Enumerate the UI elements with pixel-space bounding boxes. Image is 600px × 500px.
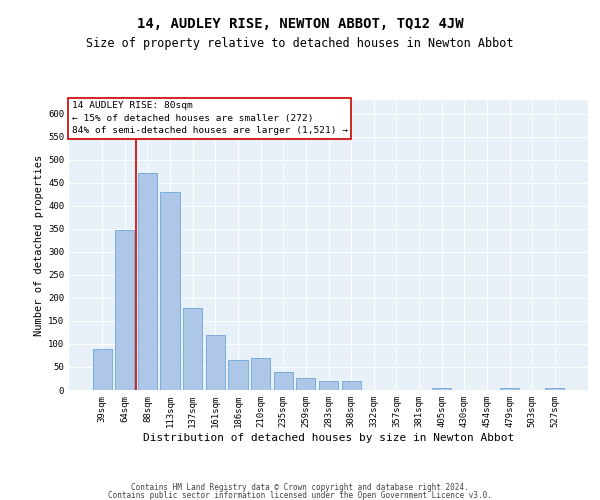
Text: Contains public sector information licensed under the Open Government Licence v3: Contains public sector information licen…	[108, 492, 492, 500]
Bar	[274, 372, 293, 390]
Bar	[251, 358, 270, 390]
Bar	[160, 192, 180, 390]
Text: Contains HM Land Registry data © Crown copyright and database right 2024.: Contains HM Land Registry data © Crown c…	[131, 483, 469, 492]
Text: 14, AUDLEY RISE, NEWTON ABBOT, TQ12 4JW: 14, AUDLEY RISE, NEWTON ABBOT, TQ12 4JW	[137, 18, 463, 32]
Bar	[432, 388, 451, 390]
Bar	[545, 388, 565, 390]
Y-axis label: Number of detached properties: Number of detached properties	[34, 154, 44, 336]
Bar	[500, 388, 519, 390]
Bar	[229, 360, 248, 390]
Bar	[296, 378, 316, 390]
Bar	[115, 230, 134, 390]
Bar	[92, 348, 112, 390]
X-axis label: Distribution of detached houses by size in Newton Abbot: Distribution of detached houses by size …	[143, 432, 514, 442]
Bar	[341, 381, 361, 390]
Bar	[319, 381, 338, 390]
Bar	[138, 172, 157, 390]
Bar	[206, 335, 225, 390]
Bar	[183, 308, 202, 390]
Text: 14 AUDLEY RISE: 80sqm
← 15% of detached houses are smaller (272)
84% of semi-det: 14 AUDLEY RISE: 80sqm ← 15% of detached …	[71, 102, 347, 136]
Text: Size of property relative to detached houses in Newton Abbot: Size of property relative to detached ho…	[86, 38, 514, 51]
